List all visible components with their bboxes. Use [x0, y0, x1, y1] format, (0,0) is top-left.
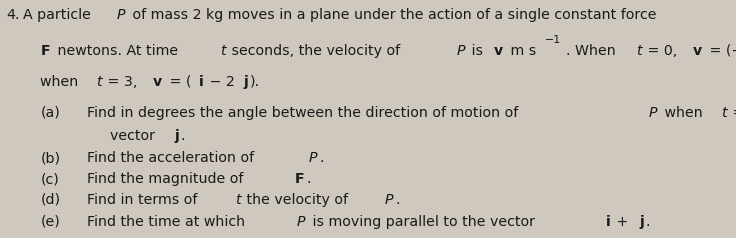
Text: vector: vector — [110, 129, 160, 143]
Text: t: t — [721, 106, 726, 120]
Text: newtons. At time: newtons. At time — [53, 44, 183, 58]
Text: seconds, the velocity of: seconds, the velocity of — [227, 44, 405, 58]
Text: = (−5: = (−5 — [705, 44, 736, 58]
Text: F: F — [40, 44, 50, 58]
Text: t: t — [96, 75, 101, 89]
Text: is: is — [467, 44, 488, 58]
Text: j: j — [174, 129, 179, 143]
Text: (e): (e) — [40, 215, 60, 228]
Text: t: t — [235, 193, 241, 207]
Text: .: . — [180, 129, 185, 143]
Text: (c): (c) — [40, 172, 59, 186]
Text: m s: m s — [506, 44, 536, 58]
Text: when: when — [40, 75, 83, 89]
Text: . When: . When — [566, 44, 620, 58]
Text: = 0,: = 0, — [643, 44, 682, 58]
Text: − 2: − 2 — [205, 75, 235, 89]
Text: Find in terms of: Find in terms of — [87, 193, 202, 207]
Text: +: + — [612, 215, 634, 228]
Text: F: F — [294, 172, 304, 186]
Text: = 3 and the: = 3 and the — [728, 106, 736, 120]
Text: i: i — [606, 215, 611, 228]
Text: P: P — [308, 151, 316, 165]
Text: −1: −1 — [545, 35, 561, 45]
Text: is moving parallel to the vector: is moving parallel to the vector — [308, 215, 539, 228]
Text: = 3,: = 3, — [103, 75, 141, 89]
Text: j: j — [640, 215, 644, 228]
Text: A particle: A particle — [24, 8, 96, 22]
Text: the velocity of: the velocity of — [242, 193, 353, 207]
Text: .: . — [319, 151, 324, 165]
Text: t: t — [220, 44, 226, 58]
Text: = (: = ( — [165, 75, 191, 89]
Text: (b): (b) — [40, 151, 60, 165]
Text: .: . — [396, 193, 400, 207]
Text: P: P — [649, 106, 657, 120]
Text: ).: ). — [250, 75, 260, 89]
Text: P: P — [456, 44, 465, 58]
Text: t: t — [636, 44, 641, 58]
Text: P: P — [297, 215, 305, 228]
Text: P: P — [385, 193, 393, 207]
Text: Find the acceleration of: Find the acceleration of — [87, 151, 258, 165]
Text: i: i — [199, 75, 204, 89]
Text: (d): (d) — [40, 193, 60, 207]
Text: of mass 2 kg moves in a plane under the action of a single constant force: of mass 2 kg moves in a plane under the … — [127, 8, 657, 22]
Text: Find the magnitude of: Find the magnitude of — [87, 172, 248, 186]
Text: when: when — [660, 106, 707, 120]
Text: .: . — [307, 172, 311, 186]
Text: (a): (a) — [40, 106, 60, 120]
Text: j: j — [244, 75, 248, 89]
Text: v: v — [494, 44, 503, 58]
Text: Find the time at which: Find the time at which — [87, 215, 250, 228]
Text: P: P — [117, 8, 125, 22]
Text: 4.: 4. — [6, 8, 19, 22]
Text: Find in degrees the angle between the direction of motion of: Find in degrees the angle between the di… — [87, 106, 523, 120]
Text: .: . — [645, 215, 650, 228]
Text: v: v — [153, 75, 162, 89]
Text: v: v — [693, 44, 702, 58]
